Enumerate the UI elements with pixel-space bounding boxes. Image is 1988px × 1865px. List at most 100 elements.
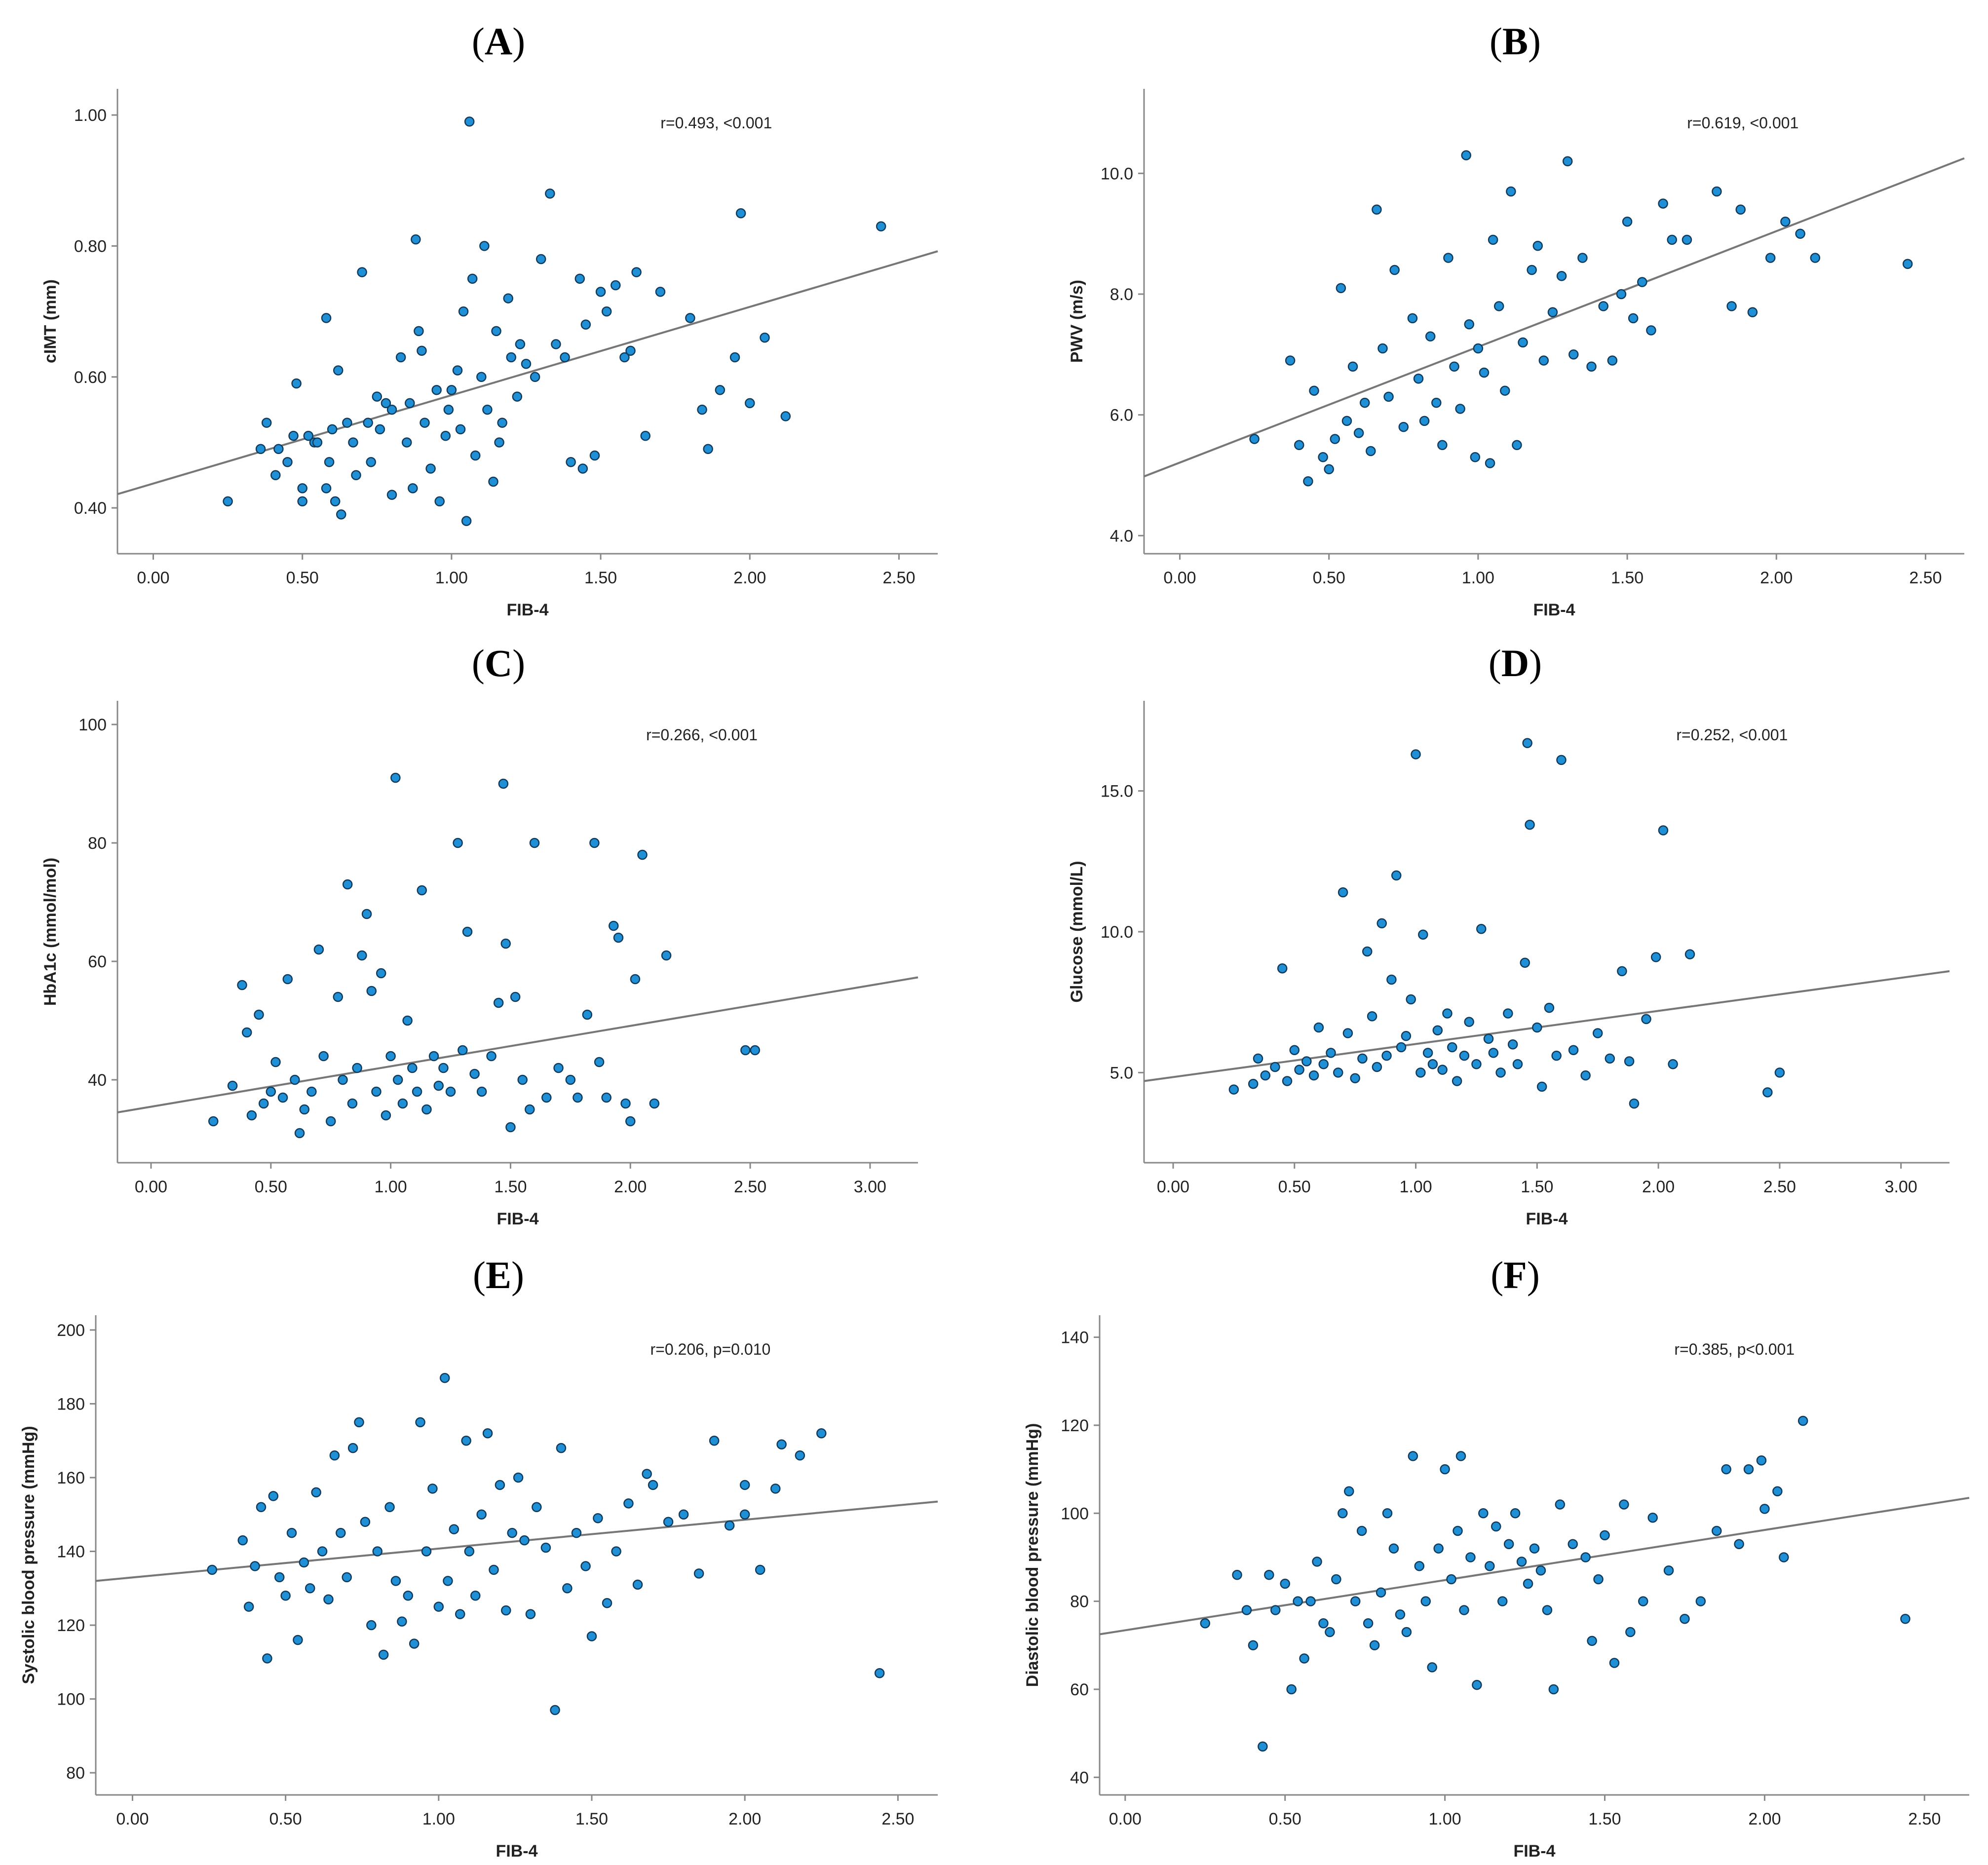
data-point <box>318 1051 329 1062</box>
data-point <box>649 1098 660 1109</box>
data-point <box>237 1535 248 1546</box>
data-point <box>739 1480 750 1490</box>
data-point <box>1734 1539 1744 1549</box>
data-point <box>611 1546 621 1557</box>
data-point <box>1493 301 1504 311</box>
data-point <box>1476 924 1487 934</box>
data-point <box>207 1564 217 1575</box>
data-point <box>1532 240 1543 251</box>
data-point <box>381 398 391 409</box>
data-point <box>553 1063 564 1073</box>
data-point <box>1542 1605 1553 1615</box>
data-point <box>1420 1596 1431 1606</box>
data-point <box>770 1484 781 1494</box>
data-point <box>405 398 415 409</box>
panel-title-paren-open: ( <box>472 642 485 685</box>
data-point <box>530 372 540 382</box>
data-point <box>427 1484 438 1494</box>
data-point <box>1318 452 1328 462</box>
data-point <box>525 1609 536 1619</box>
data-point <box>1326 1048 1336 1058</box>
data-point <box>1726 301 1737 311</box>
data-point <box>467 273 478 284</box>
y-tick-label: 10.0 <box>1101 923 1133 942</box>
data-point <box>1432 1025 1443 1036</box>
data-point <box>1483 1033 1494 1044</box>
data-point <box>1774 1067 1785 1078</box>
data-point <box>482 404 493 415</box>
data-point <box>661 950 672 961</box>
data-point <box>327 424 338 435</box>
panel-f: (F) 0.00 0.50 1.00 1.50 2.00 2.50 40 60 80 100 120 1… <box>1023 1254 1970 1861</box>
x-axis-label: FIB-4 <box>497 1210 539 1228</box>
data-point <box>1721 1464 1731 1475</box>
data-point <box>385 1051 396 1062</box>
data-point <box>329 1450 340 1461</box>
x-tick-label: 0.50 <box>269 1810 302 1828</box>
data-point <box>1607 355 1618 366</box>
data-point <box>589 837 600 848</box>
data-point <box>724 1520 735 1531</box>
panel-title-paren-open: ( <box>1490 20 1502 63</box>
panel-title-paren-close: ) <box>511 1254 524 1296</box>
data-point <box>433 1601 444 1612</box>
data-point <box>1459 1050 1470 1061</box>
data-point <box>299 1557 309 1568</box>
data-point <box>425 463 436 474</box>
data-point <box>1472 1679 1482 1690</box>
data-point <box>1232 1569 1242 1580</box>
panel-title: (D) <box>1489 642 1542 685</box>
regression-line <box>117 250 938 495</box>
data-point <box>1580 1070 1591 1081</box>
data-point <box>620 1098 631 1109</box>
data-point <box>342 1572 352 1583</box>
panel-title-paren-open: ( <box>1489 642 1501 685</box>
data-point <box>1810 253 1821 263</box>
data-point <box>1241 1605 1252 1615</box>
data-point <box>455 424 466 435</box>
data-point <box>1408 1451 1418 1461</box>
data-point <box>1330 434 1340 444</box>
data-point <box>412 1086 422 1097</box>
panel-title-paren-close: ) <box>512 20 525 63</box>
data-point <box>1544 1002 1555 1013</box>
data-point <box>1299 1653 1309 1664</box>
data-point <box>1507 1039 1518 1050</box>
data-point <box>1562 156 1573 167</box>
data-point <box>489 1564 499 1575</box>
data-point <box>494 437 504 448</box>
data-point <box>1658 198 1668 209</box>
data-point <box>333 991 344 1002</box>
data-point <box>390 772 401 783</box>
data-point <box>270 470 281 481</box>
panel-title-letter: D <box>1501 642 1529 685</box>
data-point <box>409 1638 420 1649</box>
data-point <box>1568 349 1579 360</box>
data-point <box>357 950 367 961</box>
data-point <box>1363 1618 1374 1629</box>
x-tick-label: 2.50 <box>1763 1178 1796 1196</box>
data-point <box>1680 1614 1690 1624</box>
data-point <box>438 1063 449 1073</box>
data-point <box>565 1074 576 1085</box>
data-point <box>1336 283 1346 293</box>
panel-title: (F) <box>1491 1254 1540 1296</box>
data-point <box>697 404 707 415</box>
data-point <box>1391 870 1402 881</box>
data-point <box>619 352 630 363</box>
x-tick-label: 1.00 <box>1399 1178 1432 1196</box>
y-tick-label: 5.0 <box>1110 1064 1133 1082</box>
data-point <box>1353 428 1364 438</box>
panel-title-paren-open: ( <box>473 1254 486 1296</box>
data-point <box>545 189 555 199</box>
data-point <box>1779 1552 1789 1562</box>
data-point <box>479 241 490 251</box>
data-point <box>1305 1596 1316 1606</box>
data-point <box>580 1561 591 1571</box>
data-point <box>1593 1574 1604 1585</box>
data-point <box>1516 1557 1527 1567</box>
data-point <box>291 378 302 389</box>
y-tick-label: 40 <box>1070 1768 1089 1787</box>
data-point <box>469 1068 480 1079</box>
data-point <box>750 1045 761 1056</box>
